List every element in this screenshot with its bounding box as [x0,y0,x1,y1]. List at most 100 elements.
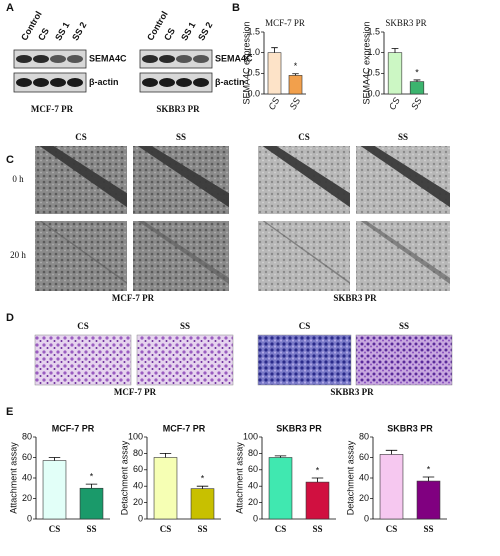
wound-image [133,221,229,291]
y-tick-label: 60 [133,464,143,474]
bar [153,457,178,520]
bar [79,487,104,520]
x-tick-label: CS [160,524,172,534]
column-label: CS [77,321,89,331]
wound-image [258,146,350,214]
wound-gap [137,221,229,284]
y-tick-label: 0.5 [247,68,260,78]
y-tick-label: 40 [22,472,32,482]
x-tick-label: SS [288,96,303,111]
wound-image [35,221,127,291]
wound-gap [262,146,350,208]
panel-label: D [6,312,14,324]
y-tick-label: 0.0 [247,88,260,98]
y-tick-label: 80 [359,431,369,441]
blot-band [176,55,192,63]
lane-label: SS 1 [179,20,197,42]
error-bar [274,455,287,458]
x-tick-label: CS [386,524,398,534]
x-tick-label: CS [387,96,402,112]
blot-band [16,55,32,63]
lane-label: SS 1 [53,20,71,42]
column-label: CS [75,132,87,142]
wound-gap [360,146,450,208]
y-tick-label: 0 [138,513,143,523]
cell-line-label: MCF-7 PR [114,387,157,397]
cell-line-label: SKBR3 PR [333,293,377,303]
bar [267,52,282,95]
error-bar [271,47,278,53]
column-label: CS [298,132,310,142]
significance-mark: * [316,465,320,475]
significance-mark: * [201,474,205,484]
column-label: SS [398,132,408,142]
wound-gap [262,221,350,284]
column-label: SS [180,321,190,331]
y-axis-label: Attachment assay [234,442,244,514]
band-label: β-actin [215,77,245,87]
panel-label: E [6,406,13,418]
column-label: CS [299,321,311,331]
y-tick-label: 0 [27,513,32,523]
error-bar [391,48,399,53]
wound-gap [39,221,127,284]
significance-mark: * [90,472,94,482]
lane-label: CS [162,26,177,42]
bar [416,480,441,520]
bar [409,81,425,95]
chart-title: SKBR3 PR [387,423,433,433]
y-axis-label: SEMA4C expression [361,21,371,104]
bar [268,457,293,520]
blot-band [193,78,209,87]
blot-band [16,78,32,87]
panel-label: A [6,2,14,14]
bar [387,52,403,95]
y-axis-label: SEMA4C expression [241,21,251,104]
chart-title: MCF-7 PR [52,423,95,433]
cell-line-label: MCF-7 PR [112,293,155,303]
blot-band [159,55,175,63]
y-tick-label: 1.5 [367,26,380,36]
wound-image [356,146,450,214]
y-tick-label: 80 [248,448,258,458]
error-bar [311,477,324,483]
x-tick-label: CS [266,96,281,112]
wound-gap [137,146,229,208]
wound-image [133,146,229,214]
error-bar [159,453,172,458]
band-label: SEMA4C [215,53,253,63]
y-tick-label: 20 [248,497,258,507]
invasion-image [355,334,453,386]
error-bar [48,457,61,461]
band-label: SEMA4C [89,53,127,63]
blot-band [67,78,83,87]
x-tick-label: SS [197,524,207,534]
blot-band [33,78,49,87]
bar [42,460,67,520]
row-label: 20 h [10,250,26,260]
x-tick-label: SS [312,524,322,534]
cell-line-label: SKBR3 PR [330,387,374,397]
chart-title: MCF-7 PR [265,18,305,28]
significance-mark: * [415,67,419,77]
y-tick-label: 0.5 [367,68,380,78]
panel-label: C [6,154,14,166]
y-tick-label: 60 [22,452,32,462]
column-label: SS [176,132,186,142]
error-bar [413,79,421,82]
x-tick-label: SS [423,524,433,534]
blot-band [159,78,175,87]
y-tick-label: 40 [133,481,143,491]
lane-label: CS [36,26,51,42]
blot-band [50,78,66,87]
y-tick-label: 40 [359,472,369,482]
y-tick-label: 80 [133,448,143,458]
invasion-image [257,334,352,386]
wound-gap [39,146,127,208]
significance-mark: * [294,61,298,71]
blot-band [193,55,209,63]
blot-band [176,78,192,87]
y-tick-label: 80 [22,431,32,441]
